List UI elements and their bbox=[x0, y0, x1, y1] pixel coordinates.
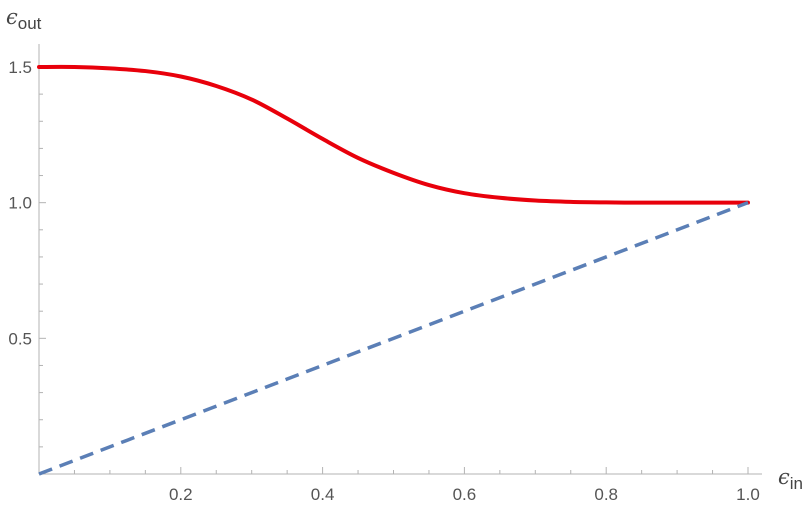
x-tick-label: 0.4 bbox=[311, 485, 335, 504]
series-line-solid bbox=[37, 64, 750, 205]
series-layer bbox=[37, 64, 750, 476]
y-axis-label: ϵout bbox=[6, 5, 42, 33]
y-tick-label: 1.5 bbox=[8, 58, 32, 77]
x-tick-label: 1.0 bbox=[736, 485, 760, 504]
axes bbox=[38, 44, 762, 475]
axis-labels: ϵout ϵin bbox=[6, 5, 803, 493]
x-tick-label: 0.2 bbox=[169, 485, 193, 504]
y-tick-label: 1.0 bbox=[8, 194, 32, 213]
series-line-dashed bbox=[38, 201, 749, 476]
ticks: 0.2 0.4 0.6 0.8 1.0 0.5 1.0 1.5 bbox=[8, 58, 759, 504]
x-tick-label: 0.8 bbox=[594, 485, 618, 504]
x-tick-label: 0.6 bbox=[453, 485, 477, 504]
x-axis-label: ϵin bbox=[778, 465, 803, 493]
y-tick-label: 0.5 bbox=[8, 329, 32, 348]
